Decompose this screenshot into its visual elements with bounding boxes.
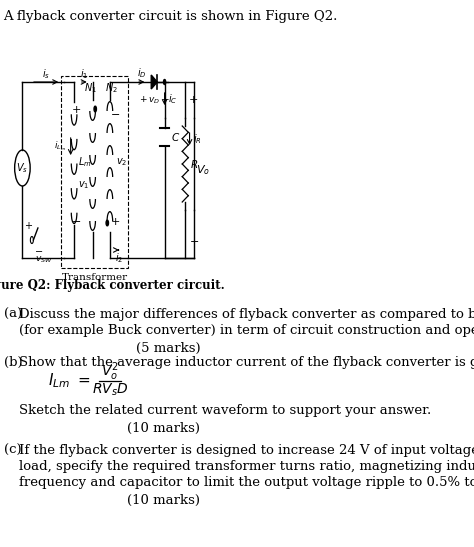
Text: $I_{Lm}\ =$: $I_{Lm}\ =$ (48, 371, 90, 391)
Circle shape (94, 106, 96, 112)
Text: $i_2$: $i_2$ (115, 251, 123, 265)
Text: Figure Q2: Flyback converter circuit.: Figure Q2: Flyback converter circuit. (0, 280, 225, 293)
Polygon shape (151, 75, 157, 89)
Text: Transformer: Transformer (62, 274, 128, 282)
Text: $V_o$: $V_o$ (196, 163, 210, 177)
Circle shape (106, 220, 109, 226)
Text: (c): (c) (4, 444, 22, 457)
Text: $i_s$: $i_s$ (42, 67, 50, 81)
Text: $v_2$: $v_2$ (116, 156, 128, 168)
Text: $-$: $-$ (34, 245, 43, 255)
Text: $-$: $-$ (110, 108, 120, 118)
Text: +: + (111, 217, 120, 227)
Text: $v_{SW}$: $v_{SW}$ (36, 255, 53, 265)
Text: $V_s$: $V_s$ (17, 161, 28, 175)
Text: If the flyback converter is designed to increase 24 V of input voltage into 40 V: If the flyback converter is designed to … (19, 444, 474, 457)
Text: load, specify the required transformer turns ratio, magnetizing inductance, swit: load, specify the required transformer t… (19, 460, 474, 473)
Text: $V_o^2$: $V_o^2$ (101, 360, 118, 383)
Text: $i_R$: $i_R$ (193, 132, 202, 146)
Text: (10 marks): (10 marks) (128, 494, 201, 507)
Text: (b): (b) (4, 356, 23, 369)
Text: +: + (25, 221, 32, 231)
Text: $R$: $R$ (191, 158, 199, 170)
Text: $N_1$: $N_1$ (84, 81, 97, 95)
Text: A flyback converter circuit is shown in Figure Q2.: A flyback converter circuit is shown in … (3, 10, 338, 23)
Text: +: + (189, 95, 199, 105)
Text: $v_1$: $v_1$ (78, 179, 90, 191)
Circle shape (164, 79, 166, 84)
Text: $i_{L_m}$: $i_{L_m}$ (54, 139, 66, 153)
Text: $i_D$: $i_D$ (137, 66, 146, 80)
Bar (61, 76, 128, 268)
Text: $i_C$: $i_C$ (168, 92, 177, 106)
Text: (10 marks): (10 marks) (128, 422, 201, 435)
Text: $i_1$: $i_1$ (80, 67, 88, 81)
Text: (a): (a) (4, 308, 23, 321)
Text: Discuss the major differences of flyback converter as compared to basic dc-dc co: Discuss the major differences of flyback… (19, 308, 474, 321)
Text: (5 marks): (5 marks) (136, 342, 201, 355)
Text: $N_2$: $N_2$ (105, 81, 118, 95)
Text: $C$: $C$ (171, 131, 180, 143)
Text: $L_m$: $L_m$ (78, 155, 91, 169)
Text: $-$: $-$ (189, 235, 199, 245)
Text: $RV_s D$: $RV_s D$ (91, 382, 128, 398)
Text: +: + (72, 105, 81, 115)
Text: frequency and capacitor to limit the output voltage ripple to 0.5% to complete t: frequency and capacitor to limit the out… (19, 476, 474, 489)
Text: Show that the average inductor current of the flyback converter is given as:: Show that the average inductor current o… (19, 356, 474, 369)
Text: $-$: $-$ (71, 215, 82, 225)
Text: $+\,v_D\,-$: $+\,v_D\,-$ (138, 94, 170, 106)
Text: Sketch the related current waveform to support your answer.: Sketch the related current waveform to s… (19, 404, 432, 417)
Text: (for example Buck converter) in term of circuit construction and operation.: (for example Buck converter) in term of … (19, 324, 474, 337)
